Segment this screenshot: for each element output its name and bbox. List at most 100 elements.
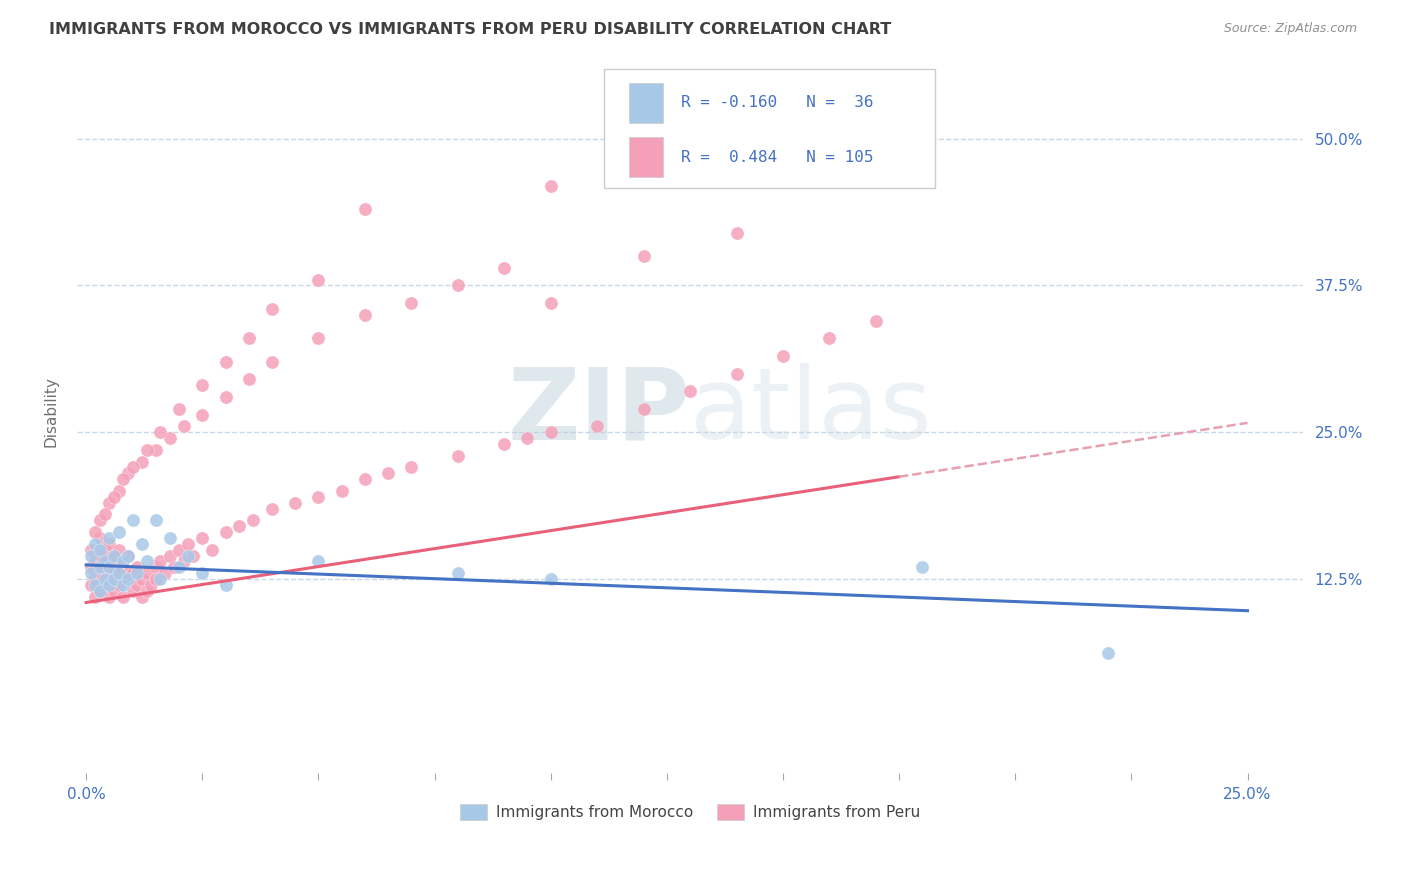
Point (181, 549, 204, 563)
Point (117, 549, 139, 563)
Point (145, 560, 167, 574)
Point (540, 178, 562, 193)
Point (135, 554, 157, 568)
Point (818, 331, 841, 345)
Legend: Immigrants from Morocco, Immigrants from Peru: Immigrants from Morocco, Immigrants from… (454, 798, 927, 827)
Point (284, 496, 307, 510)
Point (98, 554, 121, 568)
Point (447, 449, 470, 463)
Point (84, 578, 107, 592)
Point (177, 549, 200, 563)
Point (93, 560, 115, 574)
Point (107, 560, 129, 574)
Point (98, 560, 121, 574)
Point (112, 554, 135, 568)
Point (633, 249, 655, 263)
Point (679, 384, 702, 399)
Point (238, 331, 260, 345)
Point (540, 425, 562, 440)
Point (159, 531, 181, 545)
Point (121, 583, 143, 598)
Point (354, 202, 377, 217)
Point (131, 590, 153, 604)
Point (911, 560, 934, 574)
Point (149, 554, 172, 568)
Point (1097, 646, 1119, 660)
Point (98, 496, 121, 510)
Point (127, 566, 149, 581)
Point (98, 578, 121, 592)
Point (135, 566, 157, 581)
Point (89, 583, 111, 598)
Point (330, 483, 353, 498)
Point (191, 531, 214, 545)
FancyBboxPatch shape (628, 137, 664, 177)
Point (865, 314, 887, 328)
Point (540, 296, 562, 310)
Point (149, 572, 172, 586)
Point (107, 542, 129, 557)
Point (540, 572, 562, 586)
Point (84, 524, 107, 539)
Y-axis label: Disability: Disability (44, 376, 58, 447)
Point (214, 390, 236, 404)
Point (447, 278, 470, 293)
Point (260, 301, 283, 316)
Point (89, 542, 111, 557)
Point (167, 542, 190, 557)
Point (307, 331, 329, 345)
Point (260, 501, 283, 516)
Point (117, 549, 139, 563)
Point (93, 572, 115, 586)
Point (117, 566, 139, 581)
Point (80, 578, 103, 592)
Text: atlas: atlas (690, 363, 932, 460)
Point (93, 578, 115, 592)
Point (167, 560, 190, 574)
Point (191, 566, 214, 581)
Point (307, 554, 329, 568)
Point (127, 560, 149, 574)
Point (401, 460, 423, 475)
Point (80, 549, 103, 563)
Point (89, 566, 111, 581)
Point (107, 483, 129, 498)
Point (103, 583, 125, 598)
Point (93, 542, 115, 557)
Point (103, 549, 125, 563)
Point (447, 566, 470, 581)
Point (131, 572, 153, 586)
Text: Source: ZipAtlas.com: Source: ZipAtlas.com (1223, 22, 1357, 36)
Point (586, 419, 609, 434)
Point (260, 355, 283, 369)
Point (516, 431, 538, 445)
Point (131, 537, 153, 551)
Point (159, 549, 181, 563)
Point (112, 472, 135, 486)
Point (89, 549, 111, 563)
Point (145, 513, 167, 527)
Point (494, 260, 516, 275)
Point (167, 401, 190, 416)
Point (214, 355, 236, 369)
Point (145, 442, 167, 457)
Point (89, 531, 111, 545)
Point (354, 308, 377, 322)
Point (117, 467, 139, 481)
Point (149, 425, 172, 440)
Point (153, 566, 176, 581)
Point (80, 560, 103, 574)
Point (98, 537, 121, 551)
Point (238, 372, 260, 386)
Point (177, 537, 200, 551)
Point (214, 524, 236, 539)
Point (117, 572, 139, 586)
Point (121, 460, 143, 475)
Point (401, 296, 423, 310)
Point (141, 578, 163, 592)
Point (98, 572, 121, 586)
Point (228, 519, 250, 533)
Point (163, 560, 186, 574)
Point (84, 572, 107, 586)
Text: R =  0.484   N = 105: R = 0.484 N = 105 (682, 150, 875, 165)
